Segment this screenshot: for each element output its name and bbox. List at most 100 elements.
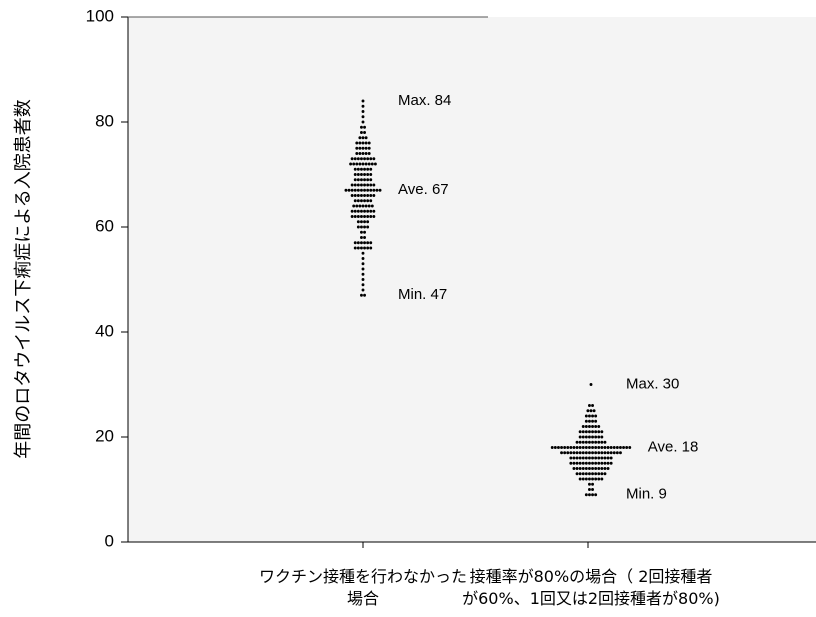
data-point	[603, 451, 607, 455]
data-point	[356, 183, 360, 187]
data-point	[361, 141, 365, 145]
data-point	[609, 456, 613, 460]
data-point	[612, 451, 616, 455]
data-point	[364, 152, 368, 155]
data-point	[363, 194, 366, 197]
data-point	[606, 446, 610, 449]
data-point	[363, 157, 366, 161]
data-point	[578, 435, 582, 439]
data-point	[575, 440, 579, 444]
data-point	[560, 446, 563, 449]
data-point	[366, 241, 370, 245]
data-point	[591, 467, 594, 470]
data-point	[584, 467, 588, 470]
data-point	[603, 472, 607, 476]
data-point	[594, 414, 598, 418]
y-tick-label: 40	[95, 321, 114, 340]
data-point	[588, 419, 591, 423]
data-point	[588, 467, 591, 470]
data-point	[588, 482, 591, 486]
data-point	[600, 430, 604, 434]
annotations: Max. 84 Ave. 67 Min. 47 Max. 30 Ave. 18 Min. …	[398, 92, 698, 503]
data-point	[361, 272, 365, 276]
data-point	[591, 456, 594, 460]
data-point	[363, 178, 366, 182]
data-point	[363, 125, 366, 129]
data-point	[584, 456, 588, 460]
data-point	[612, 446, 616, 449]
data-point	[355, 146, 359, 150]
data-point	[356, 209, 360, 213]
data-point	[369, 246, 373, 250]
data-point	[363, 199, 366, 203]
data-point	[356, 241, 360, 245]
data-point	[361, 99, 365, 103]
data-point	[369, 188, 373, 192]
data-point	[615, 446, 619, 449]
data-point	[597, 446, 601, 449]
data-point	[356, 215, 360, 218]
data-point	[600, 435, 604, 439]
data-point	[591, 461, 594, 465]
data-point	[628, 446, 632, 449]
data-point	[361, 283, 365, 287]
data-point	[588, 477, 591, 481]
data-point	[600, 451, 604, 455]
data-point	[594, 446, 598, 449]
data-point	[369, 173, 373, 176]
data-point	[360, 209, 363, 213]
data-point	[366, 157, 370, 161]
data-point	[363, 209, 366, 213]
data-point	[356, 225, 360, 229]
data-point	[369, 209, 373, 213]
data-point	[592, 409, 596, 413]
data-point	[360, 167, 363, 171]
data-point	[606, 456, 610, 460]
data-point	[575, 451, 579, 455]
data-points	[344, 99, 632, 497]
data-point	[363, 225, 366, 229]
max-annotation: Max. 84	[398, 92, 451, 109]
data-point	[588, 488, 591, 491]
data-point	[360, 220, 363, 224]
data-point	[353, 215, 357, 218]
data-point	[366, 199, 370, 203]
data-point	[603, 467, 607, 470]
data-point	[363, 230, 366, 234]
data-point	[606, 467, 610, 470]
data-point	[588, 425, 591, 428]
category-label: が60%、1回又は2回接種者が80%)	[462, 589, 720, 608]
data-point	[597, 477, 601, 481]
data-point	[363, 188, 366, 192]
data-point	[581, 446, 585, 449]
data-point	[591, 472, 594, 476]
data-point	[609, 451, 613, 455]
data-point	[584, 451, 588, 455]
data-point	[600, 467, 604, 470]
data-point	[586, 409, 590, 413]
data-point	[594, 493, 598, 497]
min-annotation: Min. 47	[398, 286, 447, 303]
data-point	[584, 414, 588, 418]
data-point	[363, 236, 366, 239]
data-point	[356, 173, 360, 176]
data-point	[363, 215, 366, 218]
data-point	[364, 162, 368, 166]
data-point	[578, 430, 582, 434]
data-point	[367, 141, 371, 145]
data-point	[353, 241, 357, 245]
data-point	[361, 162, 365, 166]
data-point	[355, 152, 359, 155]
data-point	[560, 451, 563, 455]
data-point	[356, 188, 360, 192]
data-point	[366, 225, 370, 229]
data-point	[360, 178, 363, 182]
data-point	[581, 435, 585, 439]
data-point	[584, 440, 588, 444]
data-point	[600, 446, 604, 449]
data-point	[372, 194, 376, 197]
data-point	[366, 173, 370, 176]
data-point	[367, 162, 371, 166]
data-point	[594, 451, 598, 455]
data-point	[360, 188, 363, 192]
